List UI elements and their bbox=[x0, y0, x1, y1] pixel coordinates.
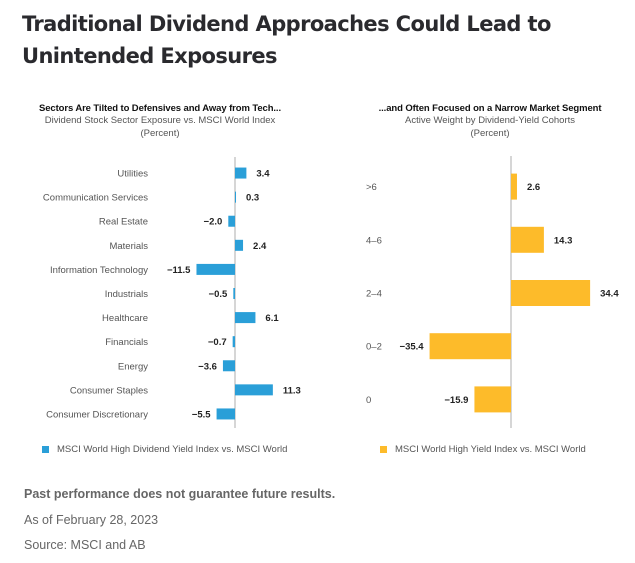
value-label: 14.3 bbox=[554, 235, 573, 246]
bar-3 bbox=[429, 333, 511, 360]
left-chart-unit: (Percent) bbox=[140, 128, 180, 139]
left-legend-swatch bbox=[42, 446, 49, 453]
value-label: −2.0 bbox=[204, 217, 223, 228]
value-label: −3.6 bbox=[198, 361, 217, 372]
category-label: Consumer Staples bbox=[70, 385, 148, 396]
bar-3 bbox=[235, 239, 244, 251]
page-title: Traditional Dividend Approaches Could Le… bbox=[22, 12, 551, 68]
category-label: Materials bbox=[109, 241, 148, 252]
bar-1 bbox=[511, 226, 544, 253]
bar-4 bbox=[474, 386, 511, 413]
as-of-date: As of February 28, 2023 bbox=[24, 513, 159, 527]
value-label: −11.5 bbox=[167, 265, 191, 276]
value-label: 34.4 bbox=[600, 289, 619, 300]
category-label: Information Technology bbox=[50, 265, 148, 276]
category-label: 0 bbox=[366, 395, 371, 406]
bar-2 bbox=[228, 215, 235, 227]
value-label: 3.4 bbox=[256, 169, 270, 180]
bar-2 bbox=[511, 280, 591, 306]
value-label: −35.4 bbox=[400, 342, 425, 353]
left-legend: MSCI World High Dividend Yield Index vs.… bbox=[42, 444, 287, 455]
bar-8 bbox=[222, 360, 235, 372]
category-label: >6 bbox=[366, 182, 377, 193]
bar-10 bbox=[216, 408, 235, 420]
category-label: Energy bbox=[118, 361, 148, 372]
category-label: Consumer Discretionary bbox=[46, 409, 148, 420]
left-chart-subtitle: Dividend Stock Sector Exposure vs. MSCI … bbox=[44, 115, 276, 126]
right-legend-swatch bbox=[380, 446, 387, 453]
performance-disclaimer: Past performance does not guarantee futu… bbox=[24, 487, 336, 501]
bar-7 bbox=[232, 336, 235, 348]
right-chart-header: ...and Often Focused on a Narrow Market … bbox=[345, 103, 635, 140]
category-label: Real Estate bbox=[99, 217, 148, 228]
value-label: 2.4 bbox=[253, 241, 267, 252]
source-note: Source: MSCI and AB bbox=[24, 538, 146, 552]
category-label: Healthcare bbox=[102, 313, 148, 324]
left-legend-label: MSCI World High Dividend Yield Index vs.… bbox=[57, 444, 288, 455]
bar-5 bbox=[233, 288, 235, 299]
right-chart-title: ...and Often Focused on a Narrow Market … bbox=[378, 103, 602, 114]
right-chart-unit: (Percent) bbox=[470, 128, 510, 139]
value-label: 11.3 bbox=[283, 385, 301, 396]
category-label: Communication Services bbox=[43, 193, 148, 204]
category-label: 4–6 bbox=[366, 235, 382, 246]
category-label: Financials bbox=[105, 337, 148, 348]
bar-9 bbox=[235, 384, 273, 396]
category-label: Utilities bbox=[117, 169, 148, 180]
right-chart-subtitle: Active Weight by Dividend-Yield Cohorts bbox=[404, 115, 576, 126]
value-label: 0.3 bbox=[246, 193, 259, 204]
value-label: −15.9 bbox=[444, 395, 468, 406]
value-label: −0.5 bbox=[209, 289, 228, 300]
bar-0 bbox=[235, 167, 247, 179]
left-chart-title: Sectors Are Tilted to Defensives and Awa… bbox=[38, 103, 282, 114]
right-legend: MSCI World High Yield Index vs. MSCI Wor… bbox=[380, 444, 586, 455]
bar-6 bbox=[235, 312, 256, 324]
left-chart-header: Sectors Are Tilted to Defensives and Awa… bbox=[20, 103, 300, 140]
value-label: 6.1 bbox=[265, 313, 279, 324]
value-label: 2.6 bbox=[527, 182, 540, 193]
bar-0 bbox=[511, 173, 517, 200]
category-label: 0–2 bbox=[366, 342, 382, 353]
value-label: −0.7 bbox=[208, 337, 227, 348]
bar-4 bbox=[196, 263, 235, 275]
right-legend-label: MSCI World High Yield Index vs. MSCI Wor… bbox=[395, 444, 586, 455]
value-label: −5.5 bbox=[192, 409, 211, 420]
category-label: 2–4 bbox=[366, 289, 382, 300]
category-label: Industrials bbox=[105, 289, 149, 300]
bar-1 bbox=[235, 191, 237, 203]
